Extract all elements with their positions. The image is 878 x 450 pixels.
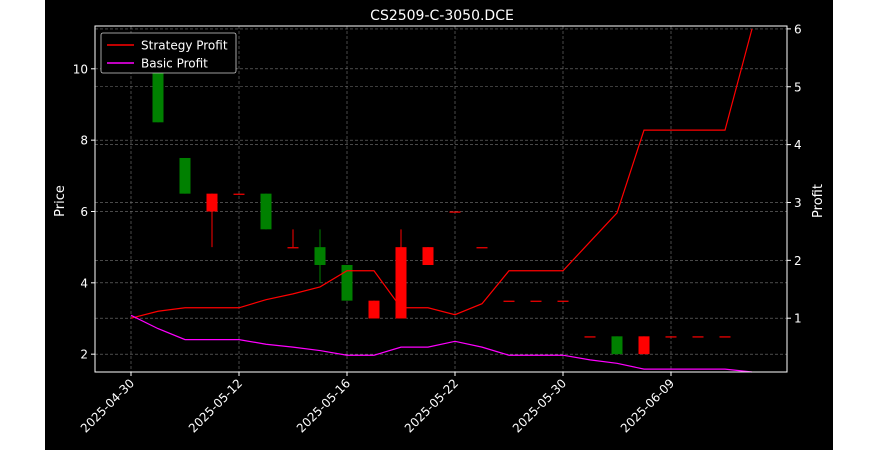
left-tick-label: 2 — [80, 348, 88, 362]
candle-body — [719, 336, 731, 338]
chart-svg: CS2509-C-3050.DCE 2468101234562025-04-30… — [53, 8, 826, 435]
candle-body — [287, 247, 299, 249]
candle-body — [692, 336, 704, 338]
right-tick-label: 4 — [794, 138, 802, 152]
candle-body — [341, 264, 353, 301]
candle-body — [476, 247, 488, 249]
x-tick-label: 2025-05-12 — [186, 376, 245, 435]
left-tick-label: 10 — [73, 62, 88, 76]
candle-body — [206, 193, 218, 212]
legend-label: Basic Profit — [141, 57, 208, 71]
chart-figure: CS2509-C-3050.DCE 2 4 6 8 10 1 2 3 4 5 6 2025-04-30… — [45, 0, 833, 450]
candle-body — [449, 211, 461, 213]
x-tick-label: 2025-05-30 — [510, 376, 569, 435]
left-tick-label: 4 — [80, 276, 88, 290]
left-tick-label: 8 — [80, 134, 88, 148]
right-tick-label: 2 — [794, 254, 802, 268]
candle-body — [152, 50, 164, 123]
candle-body — [503, 300, 515, 302]
candle-body — [611, 336, 623, 355]
y-axis-label-left: Price — [53, 185, 68, 217]
candle-body — [368, 300, 380, 319]
strategy-profit-line — [130, 28, 753, 319]
candle-body — [557, 300, 569, 302]
basic-profit-line — [130, 314, 753, 373]
candle-body — [179, 157, 191, 194]
right-tick-label: 6 — [794, 22, 802, 36]
candle-body — [233, 193, 245, 195]
y-axis-label-right: Profit — [811, 184, 826, 218]
right-tick-label: 3 — [794, 196, 802, 210]
right-tick-label: 5 — [794, 80, 802, 94]
chart-title: CS2509-C-3050.DCE — [370, 8, 514, 24]
x-tick-label: 2025-05-22 — [402, 376, 461, 435]
candle-body — [422, 247, 434, 265]
candle-body — [314, 247, 326, 265]
candle-body — [638, 336, 650, 355]
candle-body — [530, 300, 542, 302]
legend: Strategy Profit Basic Profit — [100, 32, 237, 74]
x-tick-label: 2025-06-09 — [618, 376, 677, 435]
right-tick-label: 1 — [794, 312, 802, 326]
left-tick-label: 6 — [80, 205, 88, 219]
plot-frame — [94, 25, 788, 373]
x-tick-label: 2025-05-16 — [294, 376, 353, 435]
x-tick-label: 2025-04-30 — [78, 376, 137, 435]
candles — [125, 33, 731, 355]
profit-lines — [130, 28, 753, 373]
legend-box — [100, 32, 237, 74]
legend-label: Strategy Profit — [141, 39, 228, 53]
candle-body — [395, 247, 407, 319]
grid — [95, 26, 787, 372]
candle-body — [260, 193, 272, 230]
candle-body — [584, 336, 596, 338]
candle-body — [665, 336, 677, 338]
